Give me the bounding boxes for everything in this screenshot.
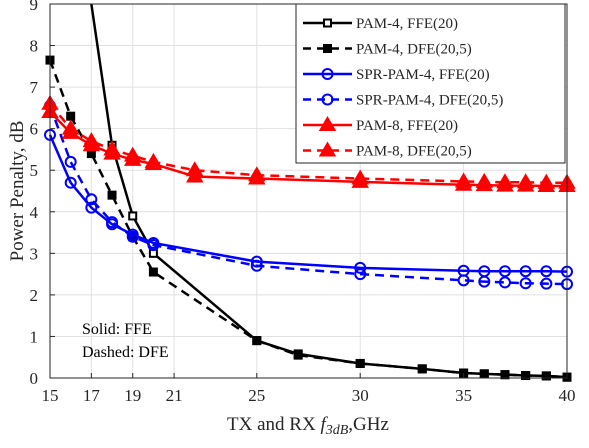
y-axis-label: Power Penalty, dB — [7, 121, 28, 262]
legend-box — [295, 3, 566, 164]
data-point — [186, 161, 204, 177]
data-point — [82, 132, 101, 148]
data-point — [417, 364, 427, 374]
data-point — [351, 169, 369, 185]
y-tick-label: 4 — [30, 203, 39, 222]
data-point — [537, 173, 556, 189]
data-point — [148, 267, 158, 277]
legend-entry: SPR-PAM-4, DFE(20,5) — [303, 93, 503, 109]
data-point — [85, 201, 98, 214]
legend-label: PAM-8, DFE(20,5) — [356, 144, 472, 160]
legend: PAM-4, FFE(20) PAM-4, DFE(20,5) SPR-PAM-4,… — [295, 3, 566, 164]
x-tick-label: 15 — [42, 386, 59, 405]
data-point — [355, 358, 365, 368]
data-point — [85, 193, 98, 206]
data-point — [519, 277, 532, 290]
legend-swatch-marker — [323, 44, 332, 53]
data-point — [479, 369, 489, 379]
data-point — [248, 166, 266, 182]
x-tick-label: 19 — [124, 386, 141, 405]
data-point — [498, 265, 511, 278]
data-point — [475, 172, 494, 188]
data-point — [103, 140, 121, 156]
y-tick-label: 2 — [30, 286, 39, 305]
legend-swatch-marker — [321, 93, 334, 106]
x-tick-label: 17 — [83, 386, 101, 405]
y-tick-label: 7 — [30, 78, 39, 97]
data-point — [107, 190, 117, 200]
y-tick-label: 0 — [30, 369, 39, 388]
x-tick-label: 40 — [559, 386, 576, 405]
data-point — [500, 370, 510, 380]
data-point — [519, 265, 532, 278]
x-axis-label: TX and RX f3dB,GHz — [227, 414, 389, 438]
data-point — [516, 173, 535, 189]
legend-entry: SPR-PAM-4, FFE(20) — [303, 67, 490, 83]
data-point — [496, 173, 514, 189]
data-point — [293, 350, 303, 360]
x-tick-label: 30 — [352, 386, 369, 405]
data-point — [498, 276, 511, 289]
data-point — [106, 216, 119, 229]
legend-entry: PAM-4, FFE(20) — [303, 16, 458, 32]
legend-entry: PAM-8, FFE(20) — [303, 116, 458, 134]
legend-label: PAM-4, FFE(20) — [356, 16, 458, 32]
data-point — [128, 211, 138, 221]
data-point — [144, 152, 163, 168]
x-tick-label: 25 — [248, 386, 265, 405]
data-point — [521, 371, 531, 381]
tick-labels: 15 17 19 21 25 30 35 40 0 1 2 3 4 5 6 7 8 9 — [30, 0, 576, 405]
data-point — [541, 371, 551, 381]
legend-swatch-marker — [323, 18, 332, 28]
data-point — [147, 239, 160, 252]
data-point — [61, 119, 80, 135]
y-tick-label: 8 — [30, 37, 39, 56]
x-tick-label: 21 — [166, 386, 183, 405]
data-point — [66, 111, 76, 121]
data-point — [250, 259, 263, 272]
data-point — [126, 230, 139, 243]
annotation-solid: Solid: FFE — [82, 321, 152, 338]
data-point — [252, 336, 262, 346]
legend-entry: PAM-4, DFE(20,5) — [303, 42, 472, 58]
legend-entry: PAM-8, DFE(20,5) — [303, 141, 472, 160]
x-tick-label: 35 — [455, 386, 472, 405]
data-point — [457, 274, 470, 287]
annotation-dashed: Dashed: DFE — [82, 344, 169, 361]
legend-label: SPR-PAM-4, FFE(20) — [356, 67, 490, 83]
data-point — [454, 172, 473, 188]
series-3 — [44, 99, 573, 291]
legend-label: PAM-8, FFE(20) — [356, 118, 458, 134]
data-point — [540, 277, 553, 290]
data-point — [123, 146, 142, 162]
legend-label: PAM-4, DFE(20,5) — [356, 42, 472, 58]
series-line — [48, 59, 568, 379]
data-point — [540, 265, 553, 278]
data-point — [64, 155, 77, 168]
legend-swatch-marker — [318, 141, 337, 157]
y-tick-label: 5 — [30, 161, 39, 180]
data-point — [478, 275, 491, 288]
legend-swatch-marker — [321, 68, 334, 80]
data-point — [354, 268, 367, 281]
y-tick-label: 3 — [30, 244, 39, 263]
y-tick-label: 1 — [30, 327, 39, 346]
y-tick-label: 9 — [30, 0, 39, 14]
y-tick-label: 6 — [30, 120, 39, 139]
data-point — [64, 176, 77, 189]
legend-label: SPR-PAM-4, DFE(20,5) — [356, 93, 503, 109]
legend-swatch-marker — [318, 116, 337, 131]
